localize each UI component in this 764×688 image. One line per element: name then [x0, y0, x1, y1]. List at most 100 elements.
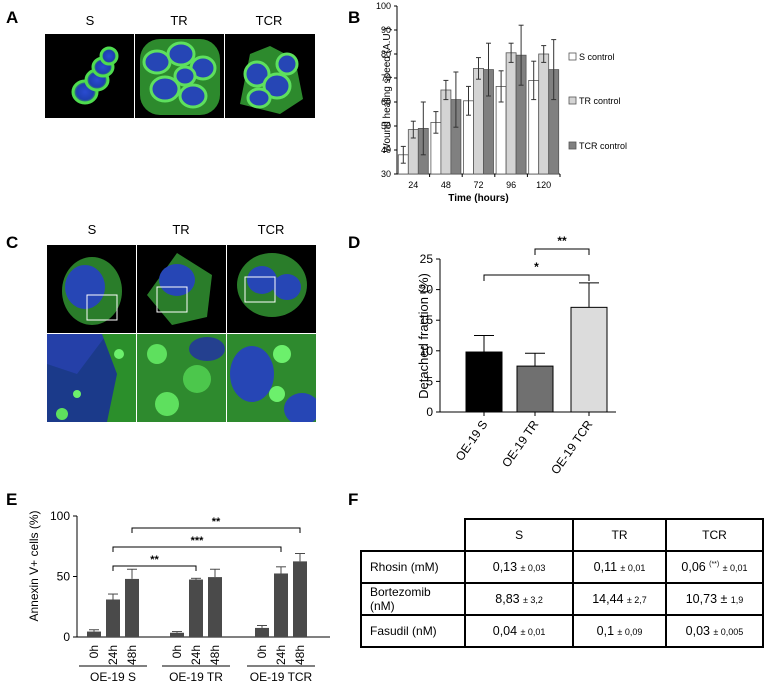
micrograph-c-tcr-zoom-image	[227, 334, 316, 422]
chart-d-y-tick-label: 15	[420, 313, 434, 327]
micrograph-a-tcr	[225, 34, 315, 118]
chart-b-x-tick-label: 96	[506, 180, 516, 190]
cell-error: ± 0,03	[520, 563, 546, 573]
chart-e-bar	[125, 578, 139, 637]
micrograph-c-s-zoom	[47, 334, 136, 422]
table-cell: 0,03 ± 0,005	[664, 614, 764, 648]
chart-e-x-tick-label: 24h	[106, 645, 120, 665]
table-row: Rhosin (mM) 0,13 ± 0,03 0,11 ± 0,01 0,06…	[359, 550, 764, 584]
cell-error: ± 0,01	[620, 563, 646, 573]
chart-e-significance-bracket	[112, 565, 197, 571]
chart-d-y-tick-label: 25	[420, 252, 434, 266]
cell-significance: (**)	[709, 561, 720, 568]
chart-b-y-axis-label: Wound healing speed (A.U.)	[382, 27, 393, 152]
table-cell: 10,73 ± 1,9	[664, 582, 764, 616]
cell-value: 10,73 ±	[685, 592, 728, 606]
chart-e-group-label: OE-19 S	[90, 670, 136, 684]
chart-e-significance-bracket	[131, 527, 301, 533]
table-cell: 0,13 ± 0,03	[464, 550, 575, 584]
chart-d-significance-label: **	[557, 234, 567, 248]
chart-b-legend-label: TCR control	[579, 141, 627, 151]
panel-c-label-tcr: TCR	[257, 222, 285, 237]
chart-d-bar	[570, 306, 608, 413]
chart-b-x-tick-label: 24	[408, 180, 418, 190]
chart-e-x-tick-label: 48h	[208, 645, 222, 665]
chart-e-bar	[274, 573, 288, 637]
chart-e-x-tick-label: 48h	[125, 645, 139, 665]
panel-letter-a: A	[6, 8, 19, 27]
chart-e-significance-bracket	[112, 546, 282, 552]
chart-d-y-tick-label: 0	[426, 405, 433, 419]
chart-d-bar	[516, 365, 554, 413]
chart-e-group-label: OE-19 TR	[169, 670, 223, 684]
chart-e-x-tick-label: 0h	[170, 645, 184, 658]
chart-b-bar	[538, 53, 550, 175]
table-header-s: S	[464, 518, 575, 552]
chart-d-x-tick-label: OE-19 TR	[499, 417, 542, 469]
micrograph-a-tcr-image	[240, 46, 303, 114]
cell-error: ± 0,005	[713, 627, 744, 637]
micrograph-c-tcr-overview-image	[237, 253, 307, 317]
chart-d-significance-bracket	[534, 248, 590, 255]
micrograph-a-s-image	[71, 46, 119, 105]
panel-c-label-s: S	[87, 222, 97, 237]
micrograph-c-s-overview	[47, 245, 136, 333]
panel-a-label-s: S	[85, 13, 95, 28]
chart-b-y-tick-label: 30	[381, 169, 391, 179]
cell-error: ± 0,09	[617, 627, 643, 637]
chart-e-bar	[255, 627, 269, 637]
cell-value: 0,04	[492, 624, 518, 638]
chart-e-x-tick-label: 24h	[274, 645, 288, 665]
table-row: Bortezomib (nM) 8,83 ± 3,2 14,44 ± 2,7 1…	[359, 582, 764, 616]
micrograph-a-tr	[135, 34, 224, 118]
chart-d-bar	[465, 351, 503, 413]
chart-e-bar	[293, 561, 307, 637]
micrograph-c-tcr-overview	[227, 245, 316, 333]
cell-value: 14,44	[592, 592, 624, 606]
chart-b-legend-swatch	[568, 52, 577, 61]
table-row-label: Rhosin (mM)	[359, 550, 467, 584]
panel-letter-d: D	[348, 233, 361, 252]
table-row-label: Bortezomib (nM)	[359, 582, 467, 616]
chart-e-bar	[189, 579, 203, 637]
micrograph-c-s-overview-image	[62, 257, 122, 325]
ic50-table: S TR TCR Rhosin (mM) 0,13 ± 0,03 0,11 ± …	[359, 518, 764, 648]
chart-b-legend-swatch	[568, 96, 577, 105]
chart-b-x-tick-label: 48	[441, 180, 451, 190]
cell-value: 0,11	[593, 560, 618, 574]
chart-d-y-tick-label: 10	[420, 344, 434, 358]
chart-d-x-tick-label: OE-19 S	[453, 418, 491, 464]
chart-e-bar	[87, 631, 101, 637]
micrograph-a-s	[45, 34, 134, 118]
chart-e-y-tick-label: 0	[63, 630, 70, 644]
cell-error: ± 3,2	[522, 595, 543, 605]
micrograph-c-tr-overview-image	[147, 253, 212, 325]
chart-b-x-tick-label: 72	[473, 180, 483, 190]
table-header-tr: TR	[572, 518, 667, 552]
chart-b-x-axis-label: Time (hours)	[448, 193, 508, 204]
micrograph-c-tr-zoom	[137, 334, 226, 422]
table-cell: 14,44 ± 2,7	[572, 582, 667, 616]
chart-d-significance-bracket	[483, 274, 590, 281]
chart-e-y-axis-label: Annexin V+ cells (%)	[27, 510, 41, 621]
panel-letter-e: E	[6, 490, 18, 509]
chart-b-y-tick-label: 60	[381, 97, 391, 107]
table-cell: 0,11 ± 0,01	[572, 550, 667, 584]
cell-value: 0,03	[685, 624, 710, 638]
micrograph-c-tr-overview	[137, 245, 226, 333]
chart-b-legend-label: S control	[579, 52, 615, 62]
table-header-tcr: TCR	[664, 518, 764, 552]
chart-d-y-axis-label: Detached fraction (%)	[416, 273, 431, 399]
table-cell: 0,06 (**) ± 0,01	[664, 550, 764, 584]
chart-b-legend-label: TR control	[579, 96, 621, 106]
cell-error: 1,9	[730, 595, 744, 605]
chart-d-y-tick-label: 20	[420, 283, 434, 297]
cell-value: 8,83	[495, 592, 520, 606]
chart-b-bar	[473, 68, 484, 175]
chart-e-x-tick-label: 0h	[255, 645, 269, 658]
table-corner-cell	[361, 519, 467, 552]
micrograph-a-tr-image	[140, 39, 220, 115]
chart-e-bar	[170, 632, 184, 637]
table-cell: 0,04 ± 0,01	[464, 614, 575, 648]
